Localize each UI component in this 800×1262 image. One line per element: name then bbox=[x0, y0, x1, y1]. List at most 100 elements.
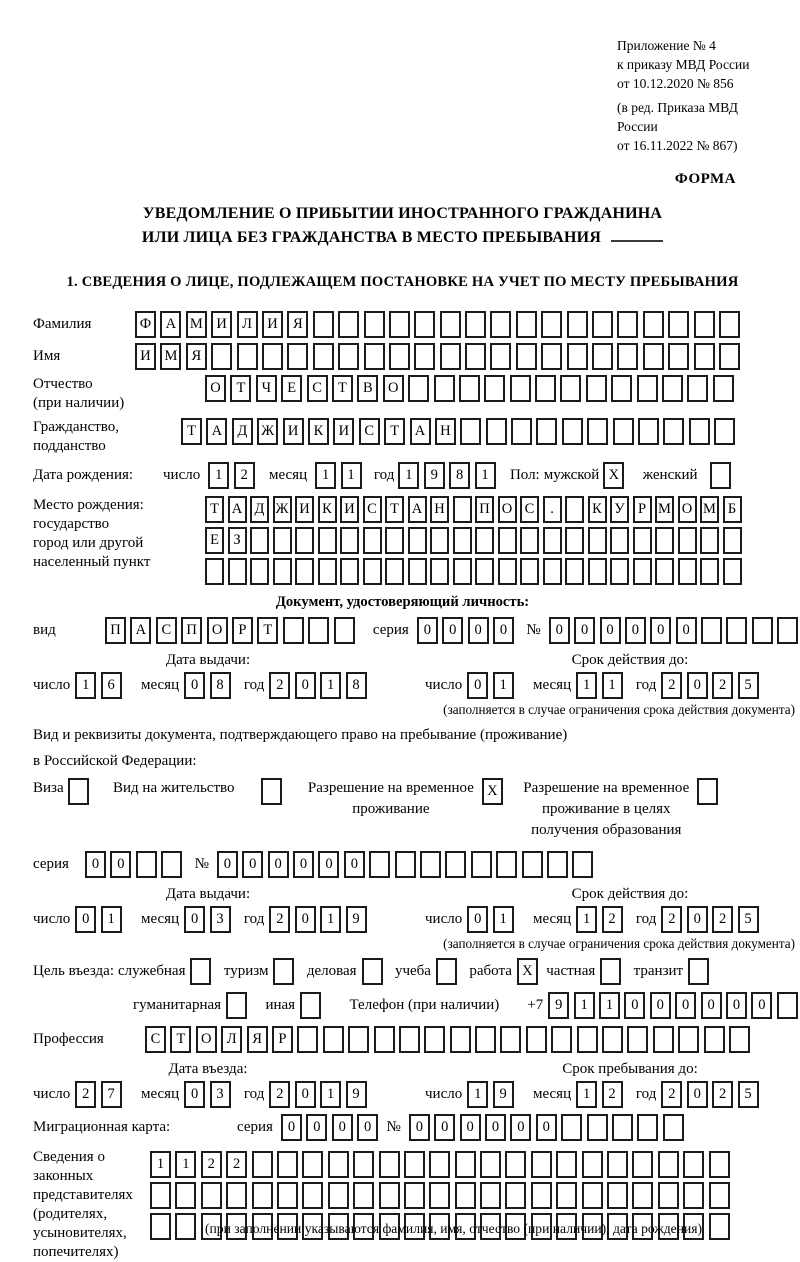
char-cell[interactable]: 2 bbox=[233, 462, 255, 489]
char-cell[interactable] bbox=[362, 527, 382, 554]
char-cell[interactable]: И bbox=[282, 418, 304, 445]
char-cell[interactable]: С bbox=[520, 496, 539, 523]
char-cell[interactable]: А bbox=[206, 418, 228, 445]
char-cell[interactable] bbox=[617, 311, 639, 338]
char-cell[interactable] bbox=[607, 1151, 629, 1178]
char-cell[interactable]: Я bbox=[246, 1026, 268, 1053]
char-cell[interactable] bbox=[751, 617, 773, 644]
char-cell[interactable] bbox=[587, 558, 607, 585]
char-cell[interactable]: 2 bbox=[601, 906, 623, 933]
char-cell[interactable]: Ж bbox=[257, 418, 279, 445]
char-cell[interactable]: 0 bbox=[184, 672, 206, 699]
char-cell[interactable] bbox=[297, 1026, 319, 1053]
char-cell[interactable]: 0 bbox=[467, 617, 489, 644]
char-cell[interactable] bbox=[600, 958, 622, 985]
char-cell[interactable] bbox=[602, 1026, 624, 1053]
char-cell[interactable] bbox=[273, 958, 295, 985]
char-cell[interactable]: 0 bbox=[331, 1114, 353, 1141]
char-cell[interactable] bbox=[505, 1151, 527, 1178]
char-cell[interactable]: 0 bbox=[318, 851, 340, 878]
char-cell[interactable] bbox=[175, 1213, 197, 1240]
char-cell[interactable] bbox=[348, 1026, 370, 1053]
char-cell[interactable]: Р bbox=[632, 496, 652, 523]
char-cell[interactable]: 0 bbox=[442, 617, 464, 644]
char-cell[interactable]: И bbox=[211, 311, 233, 338]
char-cell[interactable] bbox=[340, 527, 359, 554]
char-cell[interactable] bbox=[161, 851, 183, 878]
char-cell[interactable] bbox=[414, 343, 436, 370]
char-cell[interactable]: 0 bbox=[574, 617, 596, 644]
char-cell[interactable] bbox=[632, 558, 652, 585]
char-cell[interactable] bbox=[525, 1026, 547, 1053]
char-cell[interactable] bbox=[611, 375, 633, 402]
char-cell[interactable]: 2 bbox=[712, 1081, 734, 1108]
char-cell[interactable] bbox=[276, 1151, 298, 1178]
char-cell[interactable]: 1 bbox=[492, 906, 514, 933]
char-cell[interactable] bbox=[703, 1026, 725, 1053]
char-cell[interactable]: Е bbox=[205, 527, 224, 554]
char-cell[interactable]: П bbox=[105, 617, 126, 644]
char-cell[interactable]: И bbox=[340, 496, 359, 523]
char-cell[interactable] bbox=[308, 617, 330, 644]
char-cell[interactable] bbox=[497, 558, 517, 585]
char-cell[interactable] bbox=[610, 558, 629, 585]
char-cell[interactable] bbox=[561, 418, 583, 445]
char-cell[interactable]: Б bbox=[722, 496, 742, 523]
char-cell[interactable]: 2 bbox=[661, 1081, 683, 1108]
char-cell[interactable] bbox=[465, 311, 487, 338]
char-cell[interactable] bbox=[327, 1151, 349, 1178]
char-cell[interactable]: 0 bbox=[216, 851, 238, 878]
char-cell[interactable] bbox=[565, 527, 584, 554]
char-cell[interactable]: 0 bbox=[343, 851, 365, 878]
char-cell[interactable] bbox=[541, 343, 563, 370]
char-cell[interactable] bbox=[585, 375, 607, 402]
char-cell[interactable] bbox=[205, 558, 224, 585]
char-cell[interactable] bbox=[693, 311, 715, 338]
char-cell[interactable] bbox=[452, 558, 472, 585]
char-cell[interactable]: И bbox=[261, 311, 283, 338]
char-cell[interactable] bbox=[251, 1182, 273, 1209]
char-cell[interactable]: 1 bbox=[601, 672, 623, 699]
char-cell[interactable]: В bbox=[357, 375, 379, 402]
char-cell[interactable] bbox=[520, 558, 539, 585]
char-cell[interactable] bbox=[302, 1151, 324, 1178]
char-cell[interactable]: X bbox=[603, 462, 625, 489]
char-cell[interactable] bbox=[420, 851, 441, 878]
char-cell[interactable] bbox=[353, 1182, 375, 1209]
char-cell[interactable]: 0 bbox=[294, 1081, 316, 1108]
char-cell[interactable] bbox=[388, 311, 410, 338]
char-cell[interactable] bbox=[632, 527, 652, 554]
char-cell[interactable] bbox=[530, 1151, 552, 1178]
char-cell[interactable]: 1 bbox=[576, 672, 598, 699]
char-cell[interactable] bbox=[677, 527, 697, 554]
char-cell[interactable]: О bbox=[497, 496, 517, 523]
char-cell[interactable] bbox=[430, 558, 449, 585]
char-cell[interactable] bbox=[475, 558, 494, 585]
char-cell[interactable]: П bbox=[475, 496, 494, 523]
char-cell[interactable] bbox=[430, 527, 449, 554]
char-cell[interactable] bbox=[632, 1151, 654, 1178]
char-cell[interactable] bbox=[385, 558, 404, 585]
char-cell[interactable] bbox=[398, 1026, 420, 1053]
char-cell[interactable] bbox=[566, 311, 588, 338]
char-cell[interactable] bbox=[261, 343, 283, 370]
char-cell[interactable]: М bbox=[700, 496, 719, 523]
char-cell[interactable] bbox=[429, 1182, 451, 1209]
char-cell[interactable]: 0 bbox=[280, 1114, 302, 1141]
char-cell[interactable]: 2 bbox=[269, 672, 291, 699]
char-cell[interactable] bbox=[546, 851, 568, 878]
char-cell[interactable]: 1 bbox=[100, 906, 122, 933]
char-cell[interactable]: 1 bbox=[599, 992, 620, 1019]
char-cell[interactable]: Т bbox=[181, 418, 202, 445]
char-cell[interactable] bbox=[726, 617, 748, 644]
char-cell[interactable] bbox=[636, 375, 658, 402]
char-cell[interactable] bbox=[611, 1114, 633, 1141]
char-cell[interactable]: Н bbox=[434, 418, 456, 445]
char-cell[interactable] bbox=[655, 558, 674, 585]
char-cell[interactable] bbox=[587, 527, 607, 554]
char-cell[interactable] bbox=[312, 311, 334, 338]
char-cell[interactable] bbox=[407, 558, 427, 585]
char-cell[interactable]: С bbox=[358, 418, 380, 445]
char-cell[interactable]: 8 bbox=[345, 672, 367, 699]
char-cell[interactable]: 1 bbox=[150, 1151, 171, 1178]
